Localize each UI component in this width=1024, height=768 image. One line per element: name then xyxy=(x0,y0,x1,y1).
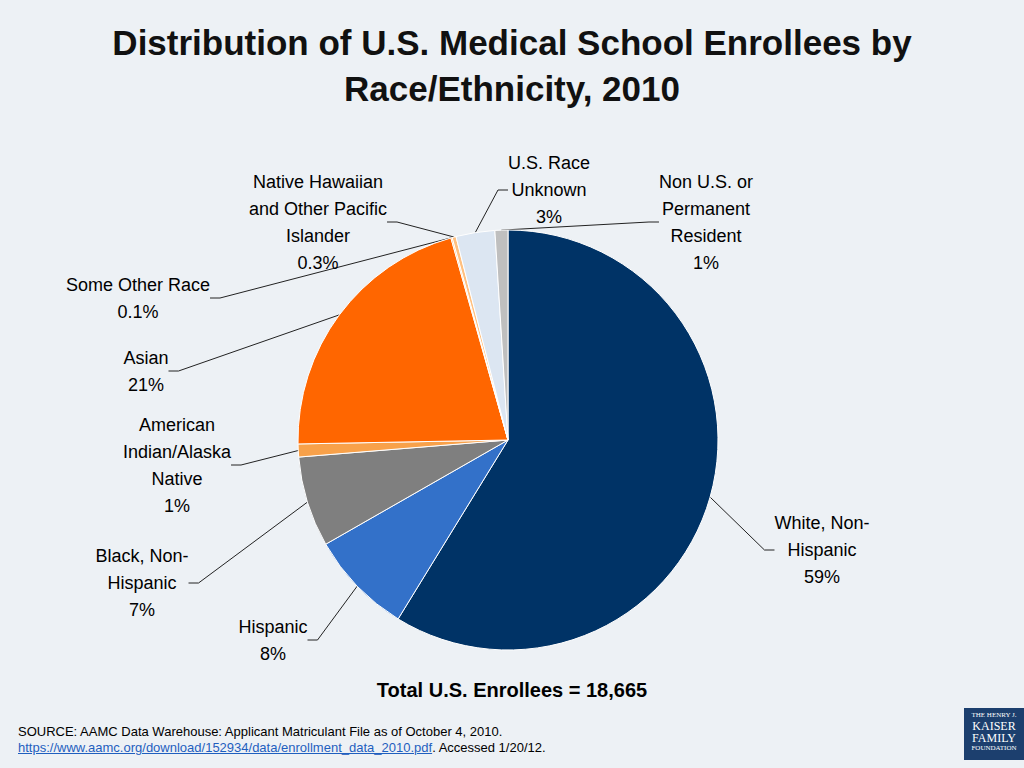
svg-text:Asian: Asian xyxy=(123,348,168,368)
svg-text:1%: 1% xyxy=(164,496,190,516)
svg-text:White, Non-: White, Non- xyxy=(774,513,869,533)
svg-text:0.3%: 0.3% xyxy=(297,253,338,273)
html-text:THE HENRY J.: THE HENRY J. xyxy=(971,711,1017,719)
svg-text:Unknown: Unknown xyxy=(511,180,586,200)
svg-text:Native Hawaiian: Native Hawaiian xyxy=(253,172,383,192)
html-text:FOUNDATION: FOUNDATION xyxy=(971,744,1017,752)
svg-text:Black, Non-: Black, Non- xyxy=(95,546,188,566)
svg-text:21%: 21% xyxy=(128,375,164,395)
html-text:https://www.aamc.org/download/: https://www.aamc.org/download/152934/dat… xyxy=(18,740,546,755)
html-text:SOURCE: AAMC Data Warehouse: A: SOURCE: AAMC Data Warehouse: Applicant M… xyxy=(18,724,503,739)
svg-text:3%: 3% xyxy=(536,207,562,227)
svg-text:Non U.S. or: Non U.S. or xyxy=(659,172,753,192)
svg-text:59%: 59% xyxy=(804,567,840,587)
svg-text:Some Other Race: Some Other Race xyxy=(66,275,210,295)
svg-text:Hispanic: Hispanic xyxy=(787,540,856,560)
svg-text:1%: 1% xyxy=(693,253,719,273)
svg-text:Hispanic: Hispanic xyxy=(107,573,176,593)
svg-text:Distribution of U.S. Medical S: Distribution of U.S. Medical School Enro… xyxy=(112,23,912,62)
html-text:KAISER: KAISER xyxy=(972,719,1016,733)
svg-text:7%: 7% xyxy=(129,600,155,620)
svg-text:U.S. Race: U.S. Race xyxy=(508,153,590,173)
svg-text:and Other Pacific: and Other Pacific xyxy=(249,199,387,219)
svg-text:8%: 8% xyxy=(260,644,286,664)
html-text:FAMILY: FAMILY xyxy=(972,731,1016,745)
svg-text:Native: Native xyxy=(151,469,202,489)
svg-text:Indian/Alaska: Indian/Alaska xyxy=(123,442,232,462)
svg-text:American: American xyxy=(139,415,215,435)
svg-text:Hispanic: Hispanic xyxy=(238,617,307,637)
svg-text:Total U.S. Enrollees = 18,665: Total U.S. Enrollees = 18,665 xyxy=(377,679,647,701)
svg-text:Permanent: Permanent xyxy=(662,199,750,219)
svg-text:Race/Ethnicity, 2010: Race/Ethnicity, 2010 xyxy=(344,69,680,108)
svg-text:0.1%: 0.1% xyxy=(117,302,158,322)
svg-text:Resident: Resident xyxy=(670,226,741,246)
svg-text:Islander: Islander xyxy=(286,226,350,246)
